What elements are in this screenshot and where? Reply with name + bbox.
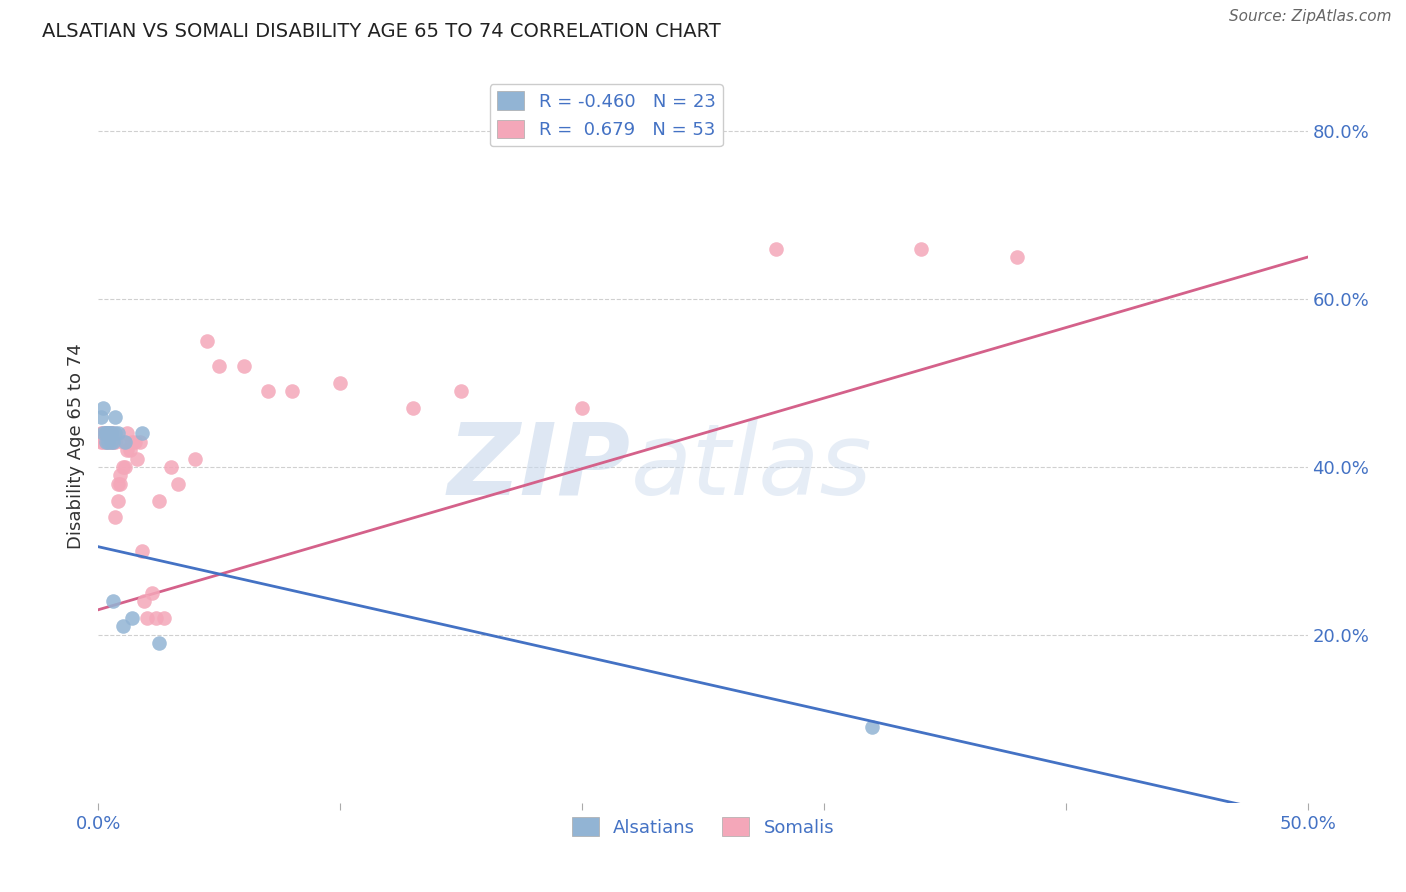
Point xyxy=(100,426,122,441)
Point xyxy=(101,426,124,441)
Point xyxy=(134,594,156,608)
Point xyxy=(91,401,114,416)
Point xyxy=(152,611,174,625)
Point xyxy=(127,451,149,466)
Point xyxy=(91,426,114,441)
Point xyxy=(100,426,122,441)
Text: ZIP: ZIP xyxy=(447,419,630,516)
Point xyxy=(117,426,139,441)
Text: Source: ZipAtlas.com: Source: ZipAtlas.com xyxy=(1229,9,1392,24)
Point xyxy=(571,401,593,416)
Point xyxy=(100,426,122,441)
Point xyxy=(135,611,157,625)
Point xyxy=(145,611,167,625)
Point xyxy=(111,619,134,633)
Point xyxy=(104,510,127,524)
Point xyxy=(256,384,278,399)
Point xyxy=(108,468,131,483)
Point xyxy=(91,426,114,441)
Point xyxy=(97,426,120,441)
Point xyxy=(1007,250,1029,264)
Point xyxy=(90,434,112,449)
Point xyxy=(94,426,117,441)
Point xyxy=(281,384,304,399)
Point xyxy=(111,460,134,475)
Point xyxy=(100,434,122,449)
Point xyxy=(108,476,131,491)
Point xyxy=(101,434,124,449)
Point xyxy=(97,434,120,449)
Point xyxy=(104,426,127,441)
Point xyxy=(94,426,117,441)
Point xyxy=(114,434,136,449)
Point xyxy=(104,409,127,424)
Point xyxy=(402,401,425,416)
Text: ALSATIAN VS SOMALI DISABILITY AGE 65 TO 74 CORRELATION CHART: ALSATIAN VS SOMALI DISABILITY AGE 65 TO … xyxy=(42,22,721,41)
Point xyxy=(100,434,122,449)
Y-axis label: Disability Age 65 to 74: Disability Age 65 to 74 xyxy=(66,343,84,549)
Point xyxy=(107,493,129,508)
Point xyxy=(131,426,153,441)
Point xyxy=(90,426,112,441)
Point xyxy=(94,426,117,441)
Point xyxy=(910,242,932,256)
Point xyxy=(329,376,352,390)
Point xyxy=(101,594,124,608)
Point xyxy=(450,384,472,399)
Point xyxy=(97,426,120,441)
Point xyxy=(101,434,124,449)
Point xyxy=(94,426,117,441)
Point xyxy=(195,334,218,348)
Point xyxy=(121,434,143,449)
Point xyxy=(107,426,129,441)
Legend: Alsatians, Somalis: Alsatians, Somalis xyxy=(564,810,842,844)
Point xyxy=(232,359,254,374)
Point xyxy=(100,426,122,441)
Point xyxy=(121,611,143,625)
Point xyxy=(208,359,231,374)
Point xyxy=(160,460,183,475)
Point xyxy=(94,434,117,449)
Point xyxy=(94,434,117,449)
Point xyxy=(118,443,141,458)
Point xyxy=(128,434,150,449)
Text: atlas: atlas xyxy=(630,419,872,516)
Point xyxy=(117,443,139,458)
Point xyxy=(97,426,120,441)
Point xyxy=(111,434,134,449)
Point xyxy=(124,434,146,449)
Point xyxy=(104,434,127,449)
Point xyxy=(141,586,163,600)
Point xyxy=(148,493,170,508)
Point xyxy=(860,720,883,734)
Point xyxy=(97,426,120,441)
Point xyxy=(107,476,129,491)
Point xyxy=(90,409,112,424)
Point xyxy=(765,242,787,256)
Point xyxy=(91,434,114,449)
Point xyxy=(167,476,190,491)
Point xyxy=(184,451,207,466)
Point xyxy=(148,636,170,650)
Point xyxy=(97,434,120,449)
Point xyxy=(114,460,136,475)
Point xyxy=(131,544,153,558)
